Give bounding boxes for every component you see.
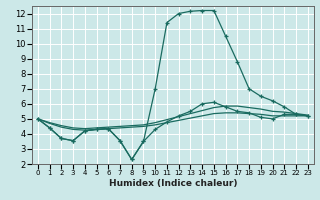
X-axis label: Humidex (Indice chaleur): Humidex (Indice chaleur)	[108, 179, 237, 188]
